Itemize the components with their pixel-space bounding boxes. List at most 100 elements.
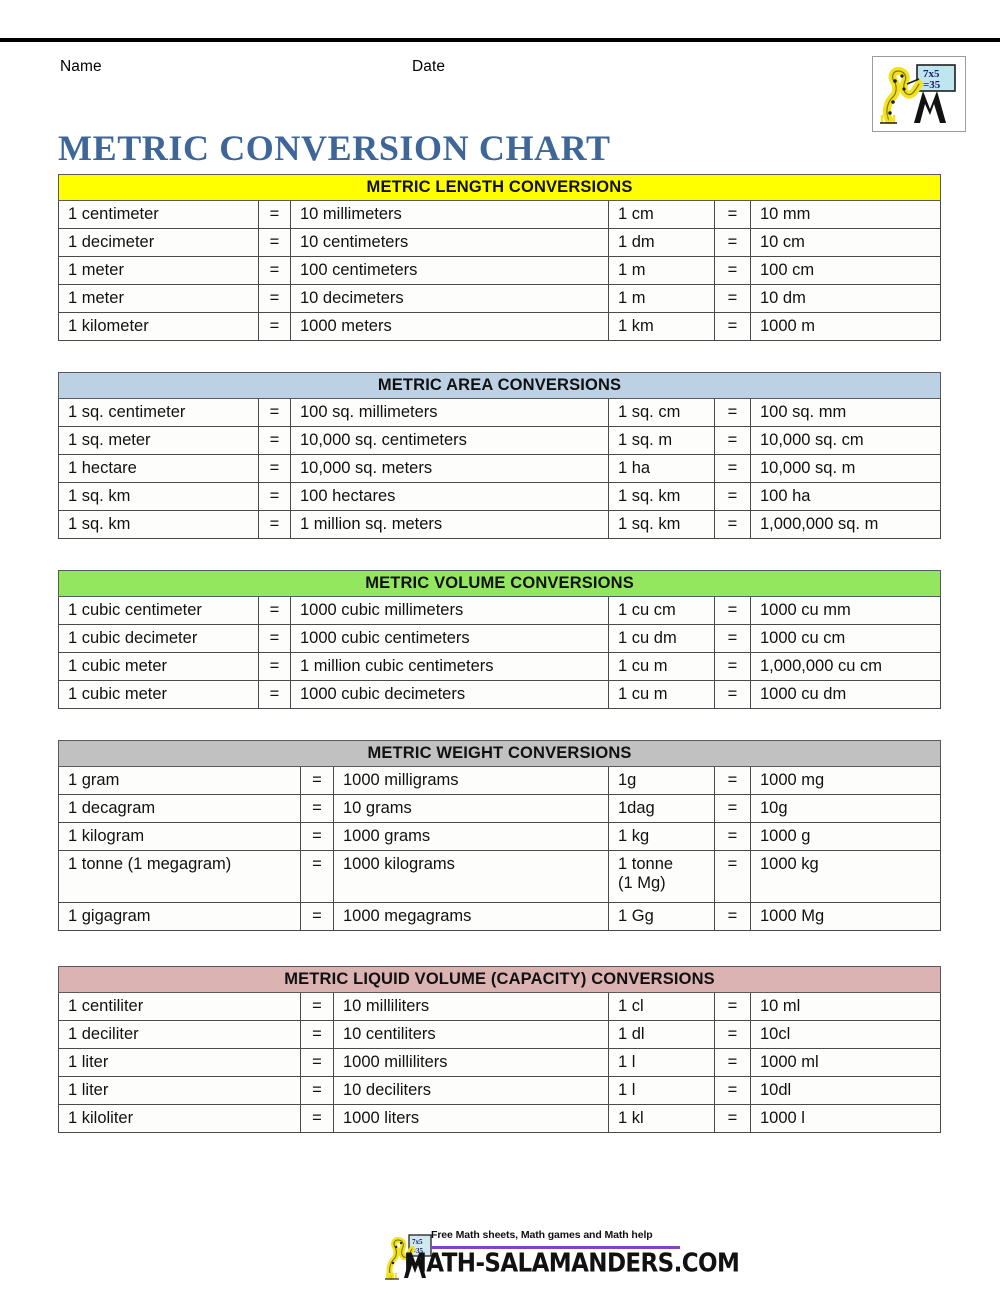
site-logo[interactable]: 7x5 =35 [872,56,966,132]
symbol-cell: 1 sq. km [608,482,715,511]
value-cell: 1000 grams [333,822,609,851]
equals-sign: = [714,1048,751,1077]
equals-sign: = [714,200,751,229]
symbol-cell: 1 km [608,312,715,341]
unit-cell: 1 deciliter [58,1020,301,1049]
value-cell: 10 centiliters [333,1020,609,1049]
value-cell: 1000 cubic decimeters [290,680,609,709]
worksheet-meta-row: Name Date [60,58,840,82]
section-title-length: METRIC LENGTH CONVERSIONS [57,174,942,201]
equals-sign: = [714,766,751,795]
symbol-value-cell: 1000 kg [749,850,942,903]
symbol-cell: 1 l [608,1048,715,1077]
equals-sign: = [714,1076,751,1105]
liquid-volume-conversion-table: METRIC LIQUID VOLUME (CAPACITY) CONVERSI… [57,966,942,1133]
unit-cell: 1 cubic centimeter [58,596,259,625]
section-title-weight: METRIC WEIGHT CONVERSIONS [57,740,942,767]
svg-text:=35: =35 [923,79,941,91]
symbol-cell: 1 sq. km [608,510,715,539]
value-cell: 10 deciliters [333,1076,609,1105]
name-label: Name [60,58,102,75]
section-liquid-volume: METRIC LIQUID VOLUME (CAPACITY) CONVERSI… [57,966,942,1133]
salamander-teacher-icon: 7x5 =35 [385,1234,432,1280]
unit-cell: 1 tonne (1 megagram) [58,850,301,903]
equals-sign: = [258,652,291,681]
symbol-value-cell: 100 cm [749,256,942,285]
symbol-value-cell: 1000 g [749,822,942,851]
footer-brand[interactable]: 7x5 =35 Free Math sheets, Math games and… [382,1228,740,1284]
equals-sign: = [714,822,751,851]
unit-cell: 1 sq. km [58,482,259,511]
equals-sign: = [714,482,751,511]
table-row: 1 centiliter = 10 milliliters 1 cl = 10 … [58,992,942,1021]
equals-sign: = [714,228,751,257]
table-row: 1 cubic meter = 1 million cubic centimet… [58,652,942,681]
symbol-value-cell: 1,000,000 cu cm [749,652,942,681]
value-cell: 100 hectares [290,482,609,511]
table-row: 1 sq. km = 100 hectares 1 sq. km = 100 h… [58,482,942,511]
equals-sign: = [300,1104,334,1133]
equals-sign: = [300,1048,334,1077]
value-cell: 1000 milligrams [333,766,609,795]
equals-sign: = [714,454,751,483]
equals-sign: = [258,482,291,511]
symbol-cell: 1 Gg [608,902,715,931]
equals-sign: = [714,794,751,823]
value-cell: 10 grams [333,794,609,823]
symbol-value-cell: 100 ha [749,482,942,511]
table-row: 1 gram = 1000 milligrams 1g = 1000 mg [58,766,942,795]
equals-sign: = [714,426,751,455]
value-cell: 1000 meters [290,312,609,341]
section-volume: METRIC VOLUME CONVERSIONS 1 cubic centim… [57,570,942,709]
unit-cell: 1 sq. centimeter [58,398,259,427]
symbol-value-cell: 1000 m [749,312,942,341]
table-row: 1 liter = 1000 milliliters 1 l = 1000 ml [58,1048,942,1077]
unit-cell: 1 sq. km [58,510,259,539]
value-cell: 1000 milliliters [333,1048,609,1077]
symbol-value-cell: 100 sq. mm [749,398,942,427]
symbol-value-cell: 10 ml [749,992,942,1021]
section-length: METRIC LENGTH CONVERSIONS 1 centimeter =… [57,174,942,341]
unit-cell: 1 centimeter [58,200,259,229]
table-row: 1 cubic meter = 1000 cubic decimeters 1 … [58,680,942,709]
unit-cell: 1 meter [58,284,259,313]
table-row: 1 sq. meter = 10,000 sq. centimeters 1 s… [58,426,942,455]
symbol-cell: 1 kg [608,822,715,851]
symbol-cell: 1 ha [608,454,715,483]
equals-sign: = [714,596,751,625]
symbol-value-cell: 1000 Mg [749,902,942,931]
unit-cell: 1 decagram [58,794,301,823]
equals-sign: = [714,284,751,313]
equals-sign: = [714,624,751,653]
value-cell: 1000 megagrams [333,902,609,931]
unit-cell: 1 gigagram [58,902,301,931]
symbol-value-cell: 1000 l [749,1104,942,1133]
table-row: 1 sq. km = 1 million sq. meters 1 sq. km… [58,510,942,539]
equals-sign: = [258,454,291,483]
table-row: 1 kilometer = 1000 meters 1 km = 1000 m [58,312,942,341]
equals-sign: = [258,596,291,625]
equals-sign: = [258,200,291,229]
symbol-value-cell: 1000 cu cm [749,624,942,653]
section-area: METRIC AREA CONVERSIONS 1 sq. centimeter… [57,372,942,539]
footer-tagline: Free Math sheets, Math games and Math he… [431,1229,653,1241]
area-conversion-table: METRIC AREA CONVERSIONS 1 sq. centimeter… [57,372,942,539]
value-cell: 1000 cubic centimeters [290,624,609,653]
value-cell: 1000 cubic millimeters [290,596,609,625]
section-title-liquid-volume: METRIC LIQUID VOLUME (CAPACITY) CONVERSI… [57,966,942,993]
unit-cell: 1 cubic decimeter [58,624,259,653]
equals-sign: = [714,1020,751,1049]
section-title-area: METRIC AREA CONVERSIONS [57,372,942,399]
svg-text:7x5: 7x5 [412,1238,423,1246]
table-row: 1 centimeter = 10 millimeters 1 cm = 10 … [58,200,942,229]
equals-sign: = [714,992,751,1021]
unit-cell: 1 kilometer [58,312,259,341]
table-row: 1 gigagram = 1000 megagrams 1 Gg = 1000 … [58,902,942,931]
footer-url[interactable]: MATH-SALAMANDERS.COM [404,1249,740,1279]
symbol-value-cell: 10cl [749,1020,942,1049]
symbol-cell: 1 cu cm [608,596,715,625]
symbol-value-cell: 1000 cu mm [749,596,942,625]
symbol-cell: 1 dl [608,1020,715,1049]
symbol-cell: 1 tonne (1 Mg) [608,850,715,903]
equals-sign: = [300,1076,334,1105]
